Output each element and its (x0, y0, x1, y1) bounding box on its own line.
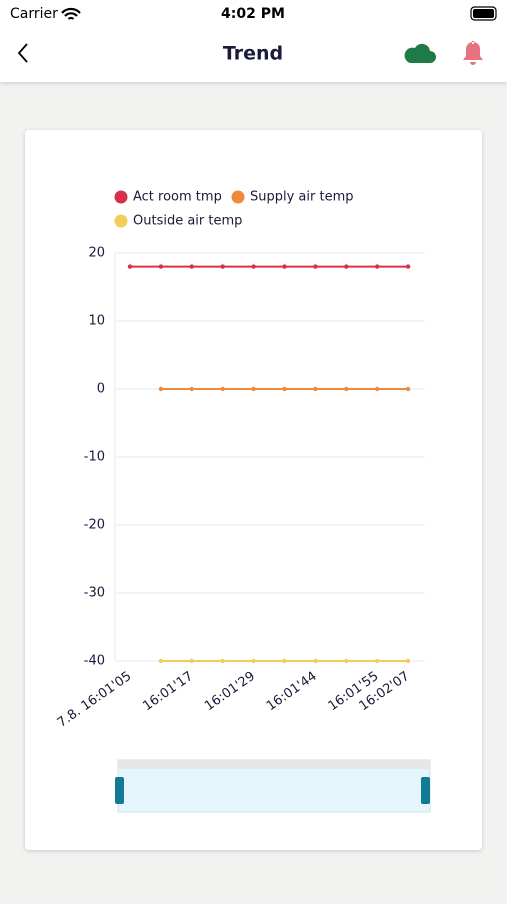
data-point (375, 264, 380, 269)
data-point (405, 658, 411, 664)
data-point (158, 264, 164, 269)
battery-icon (470, 6, 497, 21)
data-point (313, 386, 318, 392)
data-point (189, 658, 194, 664)
data-point (189, 386, 194, 392)
y-tick-label: 10 (88, 314, 105, 329)
zoom-handle-bar[interactable] (118, 760, 430, 769)
clock: 4:02 PM (221, 6, 285, 22)
data-point (220, 658, 225, 664)
legend-label: Act room tmp (133, 190, 222, 205)
data-point (375, 386, 380, 392)
data-point (220, 264, 225, 269)
legend-swatch (231, 190, 245, 204)
data-point (220, 386, 225, 392)
data-point (344, 264, 349, 269)
y-tick-label: 20 (88, 246, 105, 261)
legend-label: Supply air temp (250, 190, 354, 205)
data-point (158, 386, 164, 392)
y-tick-label: 0 (97, 382, 105, 397)
data-point (282, 658, 287, 664)
data-point (251, 386, 256, 392)
data-point (344, 386, 349, 392)
chart-card (25, 130, 482, 850)
legend-label: Outside air temp (133, 214, 242, 229)
cloud-icon[interactable] (404, 43, 436, 63)
nav-title: Trend (223, 43, 283, 65)
data-point (375, 658, 380, 664)
y-tick-label: -40 (84, 654, 105, 669)
zoom-left-handle[interactable] (115, 777, 124, 804)
y-tick-label: -10 (84, 450, 105, 465)
nav-bar (0, 0, 507, 82)
data-point (344, 658, 349, 664)
data-point (127, 264, 133, 269)
zoom-right-handle[interactable] (421, 777, 430, 804)
legend-swatch (114, 190, 128, 204)
data-point (313, 264, 318, 269)
data-point (405, 264, 411, 269)
data-point (313, 658, 318, 664)
y-tick-label: -20 (84, 518, 105, 533)
data-point (405, 386, 411, 392)
data-point (251, 658, 256, 664)
data-point (189, 264, 194, 269)
data-point (158, 658, 164, 664)
data-point (282, 386, 287, 392)
y-tick-label: -30 (84, 586, 105, 601)
data-point (282, 264, 287, 269)
wifi-icon (61, 7, 81, 20)
battery-level (473, 9, 494, 18)
data-point (251, 264, 256, 269)
legend-swatch (114, 214, 128, 228)
carrier: Carrier (10, 6, 58, 22)
alarm-icon[interactable] (463, 41, 483, 65)
back-button[interactable] (17, 43, 28, 63)
